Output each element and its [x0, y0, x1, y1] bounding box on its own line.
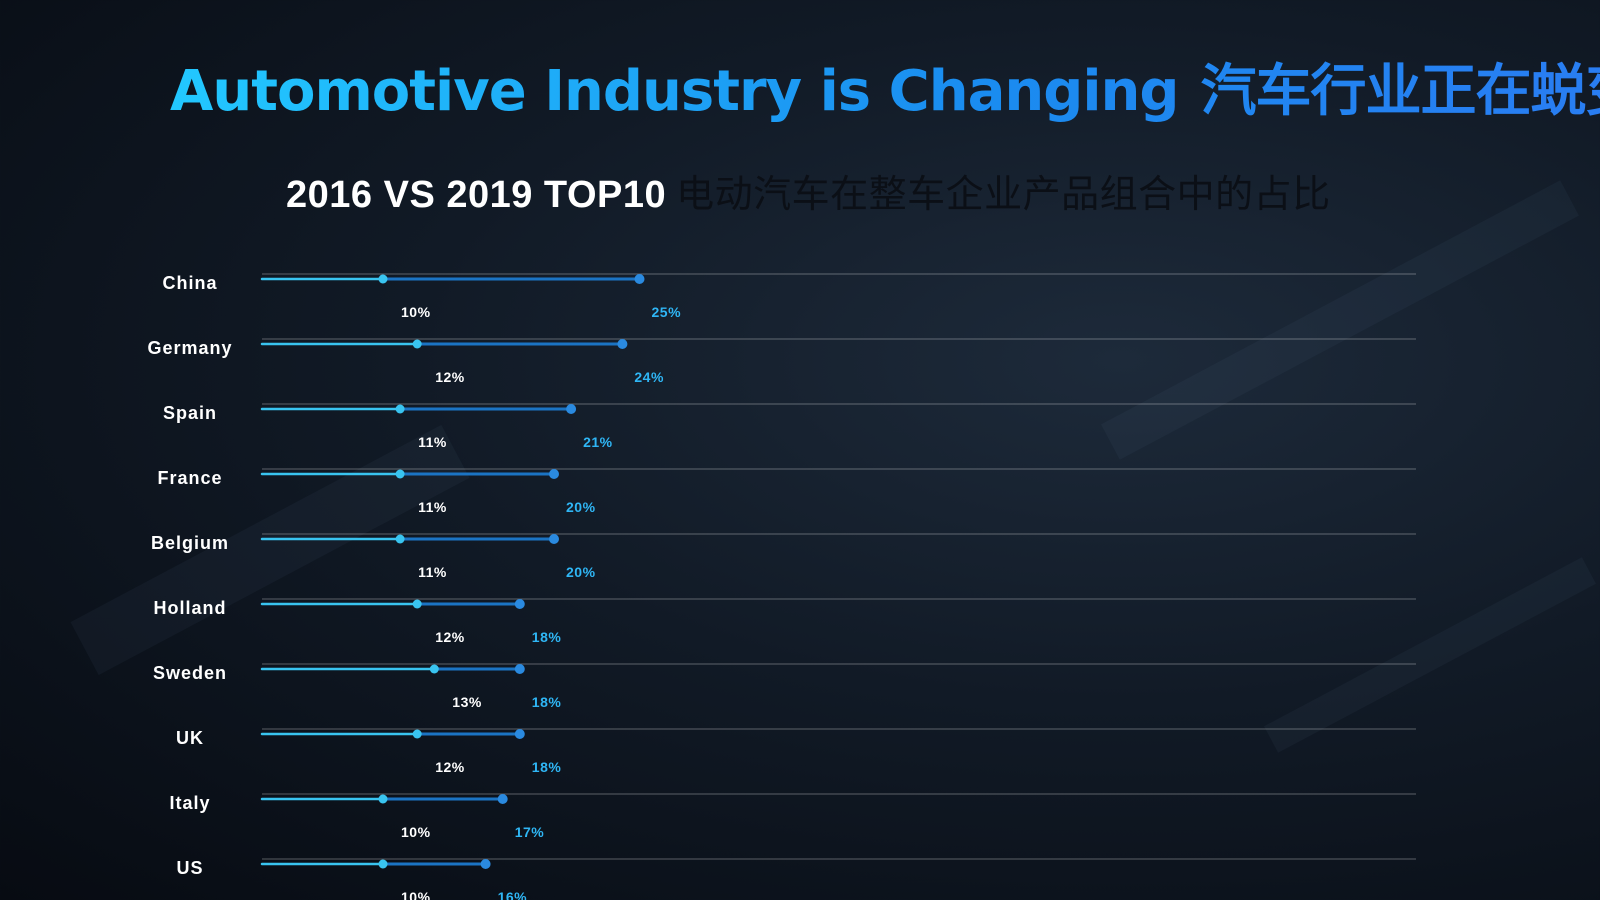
value-2016-belgium: 11% [418, 564, 447, 580]
value-2019-germany: 24% [634, 369, 664, 385]
value-2019-italy: 17% [515, 824, 545, 840]
value-2016-sweden: 13% [452, 694, 482, 710]
chart-title: 2016 VS 2019 TOP10 电动汽车在整车企业产品组合中的占比 [286, 172, 1346, 218]
dot-2016-sweden [429, 664, 439, 674]
country-label-belgium: Belgium [151, 533, 229, 553]
value-2016-germany: 12% [435, 369, 465, 385]
value-2019-belgium: 20% [566, 564, 596, 580]
dot-2019-us [480, 859, 491, 869]
value-2016-us: 10% [401, 889, 431, 900]
value-2016-china: 10% [401, 304, 431, 320]
value-2016-italy: 10% [401, 824, 431, 840]
dot-2016-uk [412, 729, 422, 739]
country-label-us: US [176, 858, 203, 878]
value-2019-uk: 18% [532, 759, 562, 775]
dot-2016-belgium [395, 534, 405, 544]
chart-subtitle-cn: 电动汽车在整车企业产品组合中的占比 [676, 174, 1331, 216]
value-2016-spain: 11% [418, 434, 447, 450]
dot-2016-holland [412, 599, 422, 609]
value-2016-holland: 12% [435, 629, 465, 645]
dot-2016-us [378, 859, 388, 869]
dot-2019-italy [497, 794, 508, 804]
value-2016-france: 11% [418, 499, 447, 515]
dot-2019-sweden [514, 664, 525, 674]
country-label-holland: Holland [154, 598, 227, 618]
country-label-uk: UK [176, 728, 204, 748]
chart-title-en: 2016 VS 2019 TOP10 [286, 174, 667, 216]
dot-2016-france [395, 469, 405, 479]
value-2016-uk: 12% [435, 759, 465, 775]
dot-2019-belgium [549, 534, 559, 544]
country-label-germany: Germany [147, 338, 232, 358]
dot-2019-holland [514, 599, 525, 609]
country-label-italy: Italy [169, 793, 210, 813]
dot-2019-germany [617, 339, 628, 349]
value-2019-holland: 18% [532, 629, 562, 645]
value-2019-sweden: 18% [532, 694, 562, 710]
dot-2019-france [549, 469, 559, 479]
dot-2019-china [634, 274, 645, 284]
value-2019-us: 16% [498, 889, 528, 900]
dot-2019-uk [514, 729, 525, 739]
dot-2019-spain [566, 404, 577, 414]
value-2019-china: 25% [652, 304, 682, 320]
dot-2016-italy [378, 794, 388, 804]
dot-2016-china [378, 274, 388, 284]
country-label-china: China [162, 273, 217, 293]
country-label-france: France [157, 468, 222, 488]
dot-2016-germany [412, 339, 422, 349]
country-label-sweden: Sweden [153, 663, 227, 683]
value-2019-spain: 21% [583, 434, 613, 450]
country-label-spain: Spain [163, 403, 217, 423]
value-2019-france: 20% [566, 499, 596, 515]
dot-2016-spain [395, 404, 405, 414]
